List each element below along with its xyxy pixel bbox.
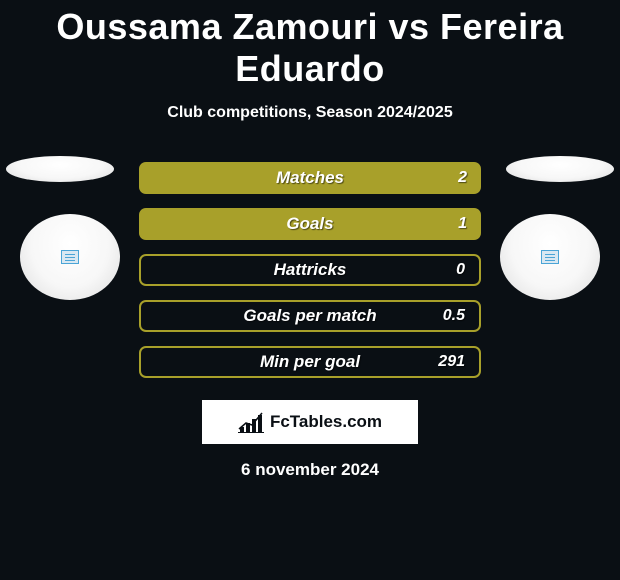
stat-right-value: 0.5 [443, 307, 465, 325]
fctables-logo: FcTables.com [202, 400, 418, 444]
club-right-logo-placeholder [500, 214, 600, 300]
stat-right-value: 1 [458, 215, 467, 233]
stats-bars: Matches 2 Goals 1 Hattricks 0 Goals per match 0… [139, 162, 481, 378]
logo-text: FcTables.com [270, 412, 382, 432]
stat-bar: Hattricks 0 [139, 254, 481, 286]
content-area: Matches 2 Goals 1 Hattricks 0 Goals per match 0… [0, 162, 620, 480]
stat-right-value: 2 [458, 169, 467, 187]
comparison-title: Oussama Zamouri vs Fereira Eduardo [0, 0, 620, 90]
stat-bar: Goals per match 0.5 [139, 300, 481, 332]
player-left-photo-placeholder [6, 156, 114, 182]
stat-label: Matches [276, 168, 344, 188]
stat-label: Goals per match [243, 306, 376, 326]
stat-label: Goals [286, 214, 333, 234]
stat-bar: Matches 2 [139, 162, 481, 194]
stat-right-value: 291 [438, 353, 465, 371]
stat-bar: Min per goal 291 [139, 346, 481, 378]
stat-label: Hattricks [274, 260, 347, 280]
season-subtitle: Club competitions, Season 2024/2025 [0, 104, 620, 122]
club-left-logo-placeholder [20, 214, 120, 300]
stat-label: Min per goal [260, 352, 360, 372]
chart-icon [238, 411, 264, 433]
player-right-photo-placeholder [506, 156, 614, 182]
stat-right-value: 0 [456, 261, 465, 279]
image-placeholder-icon [541, 250, 559, 264]
snapshot-date: 6 november 2024 [0, 460, 620, 480]
stat-bar: Goals 1 [139, 208, 481, 240]
image-placeholder-icon [61, 250, 79, 264]
